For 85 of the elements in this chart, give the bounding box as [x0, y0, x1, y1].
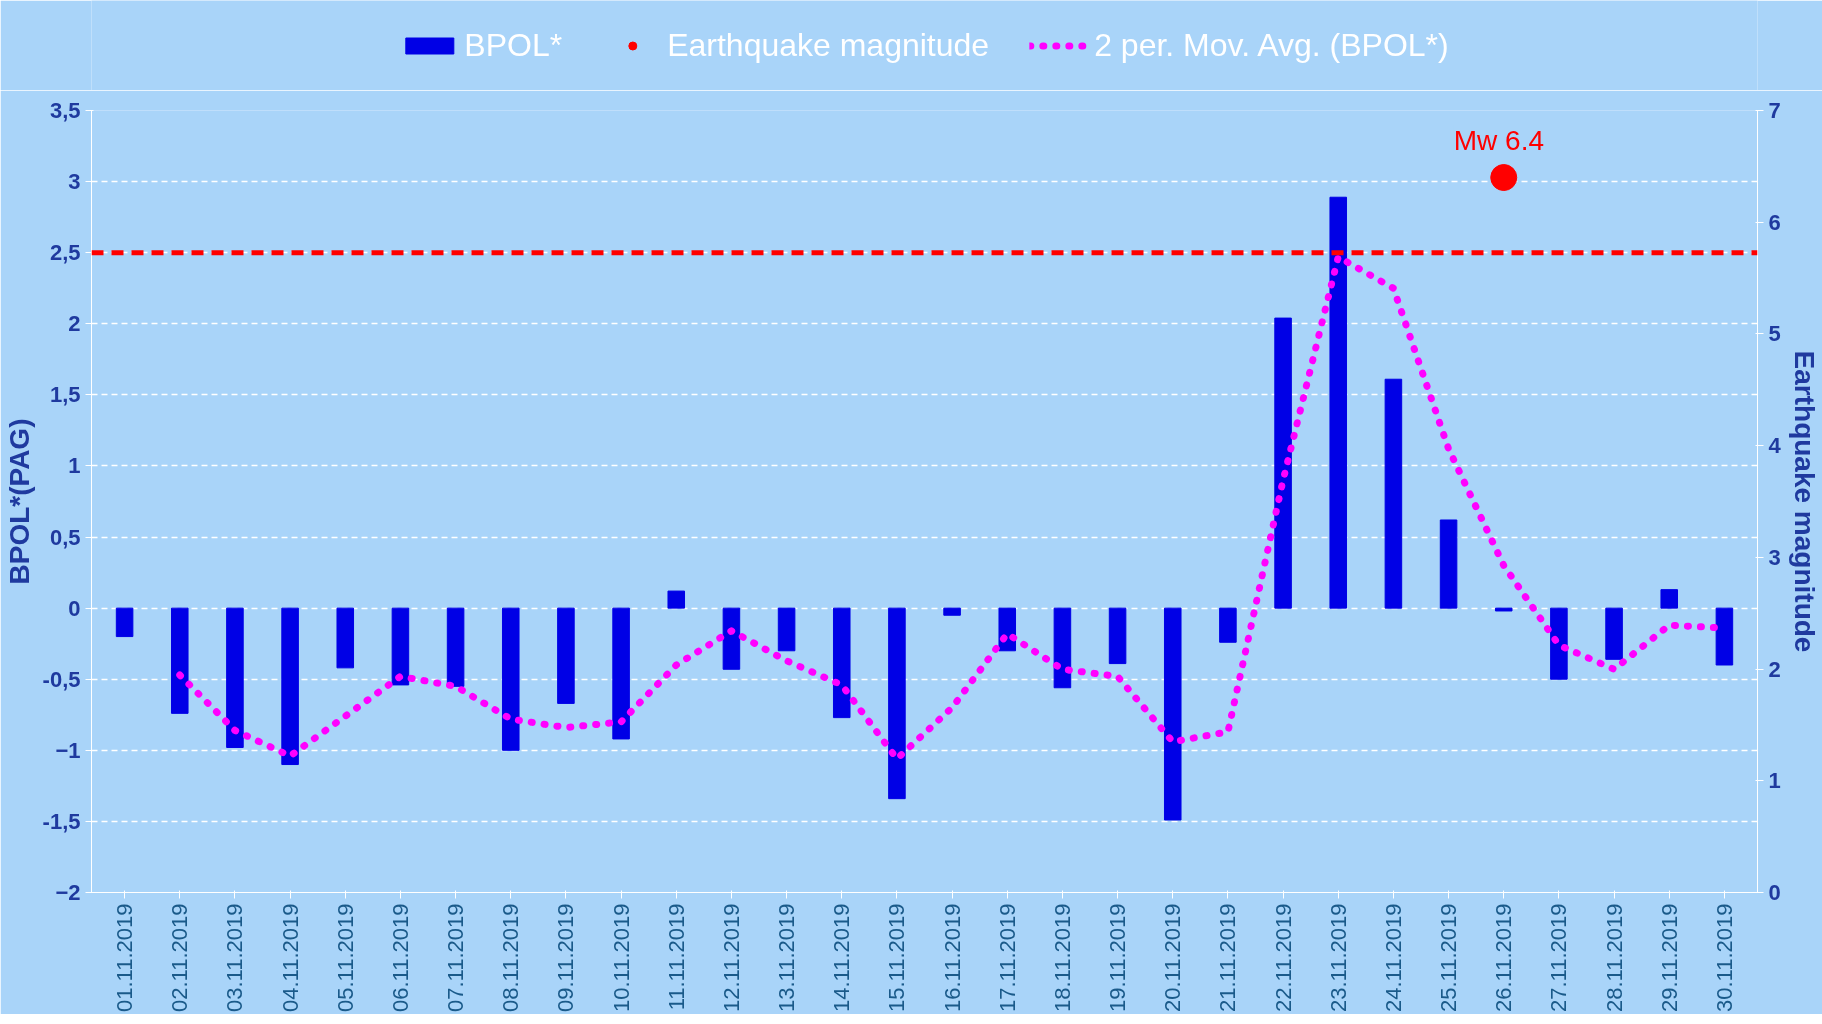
- y-tick-label: 2: [68, 311, 81, 337]
- bar: [1550, 607, 1568, 680]
- x-tick-label: 13.11.2019: [774, 903, 800, 1012]
- bar: [832, 607, 851, 719]
- bar: [722, 607, 741, 670]
- x-tick-label: 26.11.2019: [1491, 903, 1517, 1012]
- x-tick-label: 23.11.2019: [1325, 903, 1351, 1012]
- y-tick-label: −2: [55, 880, 81, 905]
- y2-tick-label: 4: [1768, 433, 1782, 459]
- x-tick-label: 10.11.2019: [608, 903, 634, 1012]
- x-tick-label: 05.11.2019: [332, 903, 358, 1012]
- bar: [943, 607, 961, 616]
- x-tick-label: 29.11.2019: [1656, 903, 1682, 1012]
- y2-axis-title: Earthquake magnitude: [1788, 350, 1820, 653]
- y-tick-label: 0: [68, 595, 81, 621]
- x-tick-label: 02.11.2019: [167, 903, 193, 1012]
- bar: [1715, 607, 1734, 666]
- x-tick-label: 18.11.2019: [1049, 903, 1075, 1012]
- annotation: Mw 6.4: [1453, 124, 1544, 156]
- y2-tick-label: 3: [1768, 544, 1781, 570]
- bar: [1329, 196, 1348, 609]
- x-tick-label: 16.11.2019: [939, 903, 965, 1012]
- y2-tick-label: 6: [1768, 209, 1781, 235]
- bar: [226, 607, 244, 748]
- legend-label: BPOL*: [464, 26, 563, 64]
- bar: [1163, 607, 1182, 821]
- bar: [888, 607, 906, 800]
- bar: [501, 607, 520, 751]
- x-tick-label: 21.11.2019: [1215, 903, 1241, 1012]
- bar: [446, 607, 465, 687]
- bar: [777, 607, 796, 652]
- bar: [336, 607, 355, 669]
- x-tick-label: 30.11.2019: [1711, 903, 1737, 1012]
- bar: [1053, 607, 1072, 689]
- bar: [1108, 607, 1127, 665]
- x-tick-label: 12.11.2019: [718, 903, 744, 1012]
- bar: [1660, 589, 1679, 609]
- x-tick-label: 19.11.2019: [1105, 903, 1131, 1012]
- x-tick-label: 01.11.2019: [112, 903, 138, 1012]
- y-tick-label: -0,5: [42, 666, 81, 692]
- y-tick-label: 2,5: [49, 240, 81, 266]
- x-tick-label: 28.11.2019: [1601, 903, 1627, 1012]
- legend-label: Earthquake magnitude: [667, 26, 990, 64]
- bar: [667, 590, 686, 609]
- y-tick-label: 1,5: [49, 382, 81, 408]
- x-tick-label: 20.11.2019: [1160, 903, 1186, 1012]
- bar: [1439, 519, 1458, 609]
- y-tick-label: 1: [68, 453, 81, 479]
- x-tick-label: 09.11.2019: [553, 903, 579, 1012]
- x-tick-label: 06.11.2019: [387, 903, 413, 1012]
- x-tick-label: 22.11.2019: [1270, 903, 1296, 1012]
- x-tick-label: 04.11.2019: [277, 903, 303, 1012]
- y2-tick-label: 0: [1768, 880, 1781, 905]
- y2-tick-label: 7: [1768, 98, 1781, 123]
- y2-tick-label: 2: [1768, 656, 1781, 682]
- x-tick-label: 15.11.2019: [884, 903, 910, 1012]
- x-tick-label: 27.11.2019: [1546, 903, 1572, 1012]
- bar: [612, 607, 630, 740]
- bar: [1605, 607, 1623, 660]
- bar: [1494, 607, 1513, 612]
- x-tick-label: 17.11.2019: [994, 903, 1020, 1012]
- x-tick-label: 08.11.2019: [498, 903, 524, 1012]
- x-tick-label: 03.11.2019: [222, 903, 248, 1012]
- x-tick-label: 24.11.2019: [1380, 903, 1406, 1012]
- bar: [1274, 317, 1292, 609]
- y-tick-label: 3: [68, 169, 81, 195]
- bar: [1384, 378, 1403, 609]
- x-tick-label: 07.11.2019: [443, 903, 469, 1012]
- y-tick-label: 0,5: [49, 524, 81, 550]
- bar: [115, 607, 134, 638]
- bar: [281, 607, 299, 766]
- bar: [557, 607, 575, 704]
- x-tick-label: 11.11.2019: [663, 903, 689, 1011]
- y-tick-label: -1,5: [42, 808, 81, 834]
- x-tick-label: 14.11.2019: [829, 903, 855, 1012]
- y-tick-label: −1: [55, 737, 81, 763]
- y-tick-label: 3,5: [49, 98, 81, 123]
- y-axis-title: BPOL*(PAG): [3, 418, 35, 585]
- x-tick-label: 25.11.2019: [1436, 903, 1462, 1012]
- legend-label: 2 per. Mov. Avg. (BPOL*): [1094, 26, 1449, 64]
- bar: [391, 607, 410, 686]
- y2-tick-label: 5: [1768, 321, 1781, 347]
- bar: [170, 607, 189, 714]
- y2-tick-label: 1: [1768, 768, 1781, 794]
- bar: [1219, 607, 1237, 643]
